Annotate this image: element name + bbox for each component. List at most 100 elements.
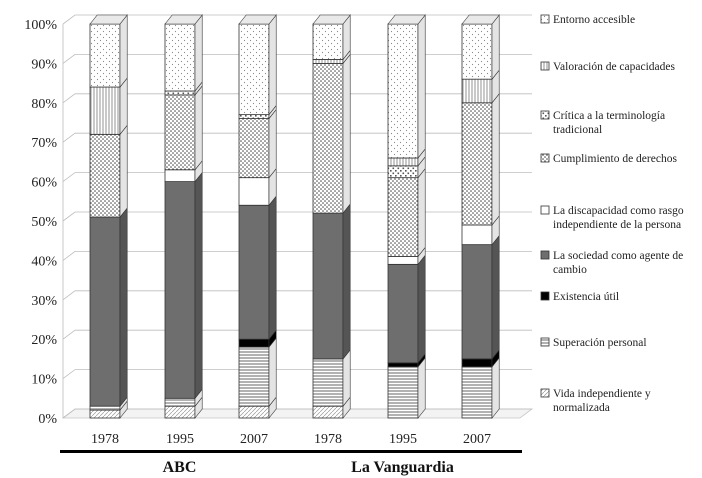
bar-top-face bbox=[89, 14, 128, 25]
bar-segment-superacion bbox=[89, 405, 121, 411]
bar-top-face bbox=[238, 14, 277, 25]
bar-segment-critica bbox=[238, 114, 270, 119]
legend-swatch-cumplimiento bbox=[540, 153, 550, 163]
y-tick-label: 10% bbox=[31, 373, 57, 388]
gridline bbox=[62, 369, 532, 379]
legend-swatch-critica bbox=[540, 110, 550, 120]
bar-side-cumplimiento bbox=[491, 92, 500, 226]
bar-segment-vida bbox=[312, 405, 344, 419]
gridline bbox=[62, 408, 532, 419]
bar-segment-cumplimiento bbox=[238, 118, 270, 179]
group-label: La Vanguardia bbox=[351, 459, 454, 476]
bar-side-cumplimiento bbox=[268, 108, 277, 179]
y-tick-label: 50% bbox=[31, 215, 57, 230]
bar-segment-critica bbox=[387, 165, 419, 179]
bar-side-entorno bbox=[119, 14, 128, 88]
legend-swatch-discapacidad bbox=[540, 205, 550, 215]
bar-segment-sociedad bbox=[387, 263, 419, 364]
bar-segment-vida bbox=[164, 405, 196, 419]
bar-segment-valoracion bbox=[461, 78, 493, 104]
gridline bbox=[62, 93, 532, 104]
bar-segment-cumplimiento bbox=[312, 63, 344, 214]
gridline bbox=[62, 54, 532, 64]
bar-segment-discapacidad bbox=[164, 169, 196, 182]
y-tick-label: 60% bbox=[31, 176, 57, 191]
bar-segment-valoracion bbox=[89, 86, 121, 135]
bar-segment-critica bbox=[164, 90, 196, 96]
bar-segment-valoracion bbox=[387, 157, 419, 167]
gridline bbox=[62, 250, 532, 261]
bar-segment-entorno bbox=[89, 23, 121, 88]
legend-label: normalizada bbox=[553, 402, 610, 414]
legend-label: Entorno accesible bbox=[553, 14, 635, 26]
y-tick-label: 30% bbox=[31, 294, 57, 309]
legend-label: Existencia útil bbox=[553, 291, 619, 303]
group-underline bbox=[283, 450, 522, 453]
bar-side-cumplimiento bbox=[342, 53, 351, 214]
bar-segment-superacion bbox=[387, 366, 419, 419]
bar-side-sociedad bbox=[342, 203, 351, 360]
bar-side-cumplimiento bbox=[417, 167, 426, 258]
bar-side-superacion bbox=[268, 337, 277, 408]
legend-swatch-entorno bbox=[540, 14, 550, 24]
gridline bbox=[62, 329, 532, 340]
bar-segment-entorno bbox=[164, 23, 196, 92]
bar-side-superacion bbox=[342, 349, 351, 408]
legend-label: Vida independiente y bbox=[553, 388, 651, 400]
bar-segment-entorno bbox=[312, 23, 344, 60]
x-tick-label: 1995 bbox=[166, 432, 194, 447]
bar-side-sociedad bbox=[119, 207, 128, 408]
legend-swatch-sociedad bbox=[540, 250, 550, 260]
y-tick-label: 40% bbox=[31, 254, 57, 269]
legend-label: cambio bbox=[553, 264, 587, 276]
bar-side-entorno bbox=[268, 14, 277, 116]
bar-segment-cumplimiento bbox=[387, 177, 419, 257]
x-tick-label: 2007 bbox=[240, 432, 268, 447]
bar-segment-entorno bbox=[238, 23, 270, 116]
bar-segment-vida bbox=[238, 405, 270, 419]
x-tick-label: 2007 bbox=[463, 432, 491, 447]
x-tick-label: 1978 bbox=[314, 432, 342, 447]
legend-label: Superación personal bbox=[553, 337, 647, 349]
bar-segment-existencia bbox=[387, 362, 419, 368]
group-label: ABC bbox=[163, 459, 197, 476]
bar-segment-sociedad bbox=[164, 181, 196, 399]
y-tick-label: 20% bbox=[31, 333, 57, 348]
bar-side-sociedad bbox=[417, 254, 426, 364]
legend-label: La sociedad como agente de bbox=[553, 250, 683, 262]
y-tick-label: 0% bbox=[38, 412, 57, 427]
bar-top-face bbox=[461, 14, 500, 25]
bar-segment-sociedad bbox=[461, 244, 493, 360]
bar-segment-discapacidad bbox=[461, 224, 493, 246]
group-underline bbox=[60, 450, 299, 453]
y-tick-label: 90% bbox=[31, 57, 57, 72]
bar-side-sociedad bbox=[491, 234, 500, 360]
bar-segment-superacion bbox=[461, 366, 493, 419]
y-tick-label: 80% bbox=[31, 97, 57, 112]
bar-side-entorno bbox=[417, 14, 426, 159]
legend-label: independiente de la persona bbox=[553, 219, 681, 231]
bar-segment-discapacidad bbox=[238, 177, 270, 206]
bar-segment-entorno bbox=[387, 23, 419, 159]
bar-segment-cumplimiento bbox=[461, 102, 493, 226]
gridline bbox=[62, 172, 532, 182]
bar-segment-entorno bbox=[461, 23, 493, 80]
bar-segment-sociedad bbox=[238, 204, 270, 340]
legend-label: Valoración de capacidades bbox=[553, 61, 675, 73]
legend-swatch-existencia bbox=[540, 291, 550, 301]
bar-segment-vida bbox=[89, 409, 121, 419]
bar-segment-superacion bbox=[238, 346, 270, 407]
legend-swatch-valoracion bbox=[540, 61, 550, 71]
bar-segment-sociedad bbox=[312, 212, 344, 360]
legend-label: Cumplimiento de derechos bbox=[553, 153, 677, 165]
bar-side-superacion bbox=[491, 356, 500, 419]
bar-segment-sociedad bbox=[89, 216, 121, 407]
bar-segment-valoracion bbox=[312, 59, 344, 64]
bar-segment-superacion bbox=[312, 358, 344, 407]
gridline bbox=[62, 14, 532, 25]
gridline bbox=[62, 211, 532, 222]
y-tick-label: 70% bbox=[31, 136, 57, 151]
legend-label: La discapacidad como rasgo bbox=[553, 205, 684, 217]
y-tick-label: 100% bbox=[24, 18, 57, 33]
